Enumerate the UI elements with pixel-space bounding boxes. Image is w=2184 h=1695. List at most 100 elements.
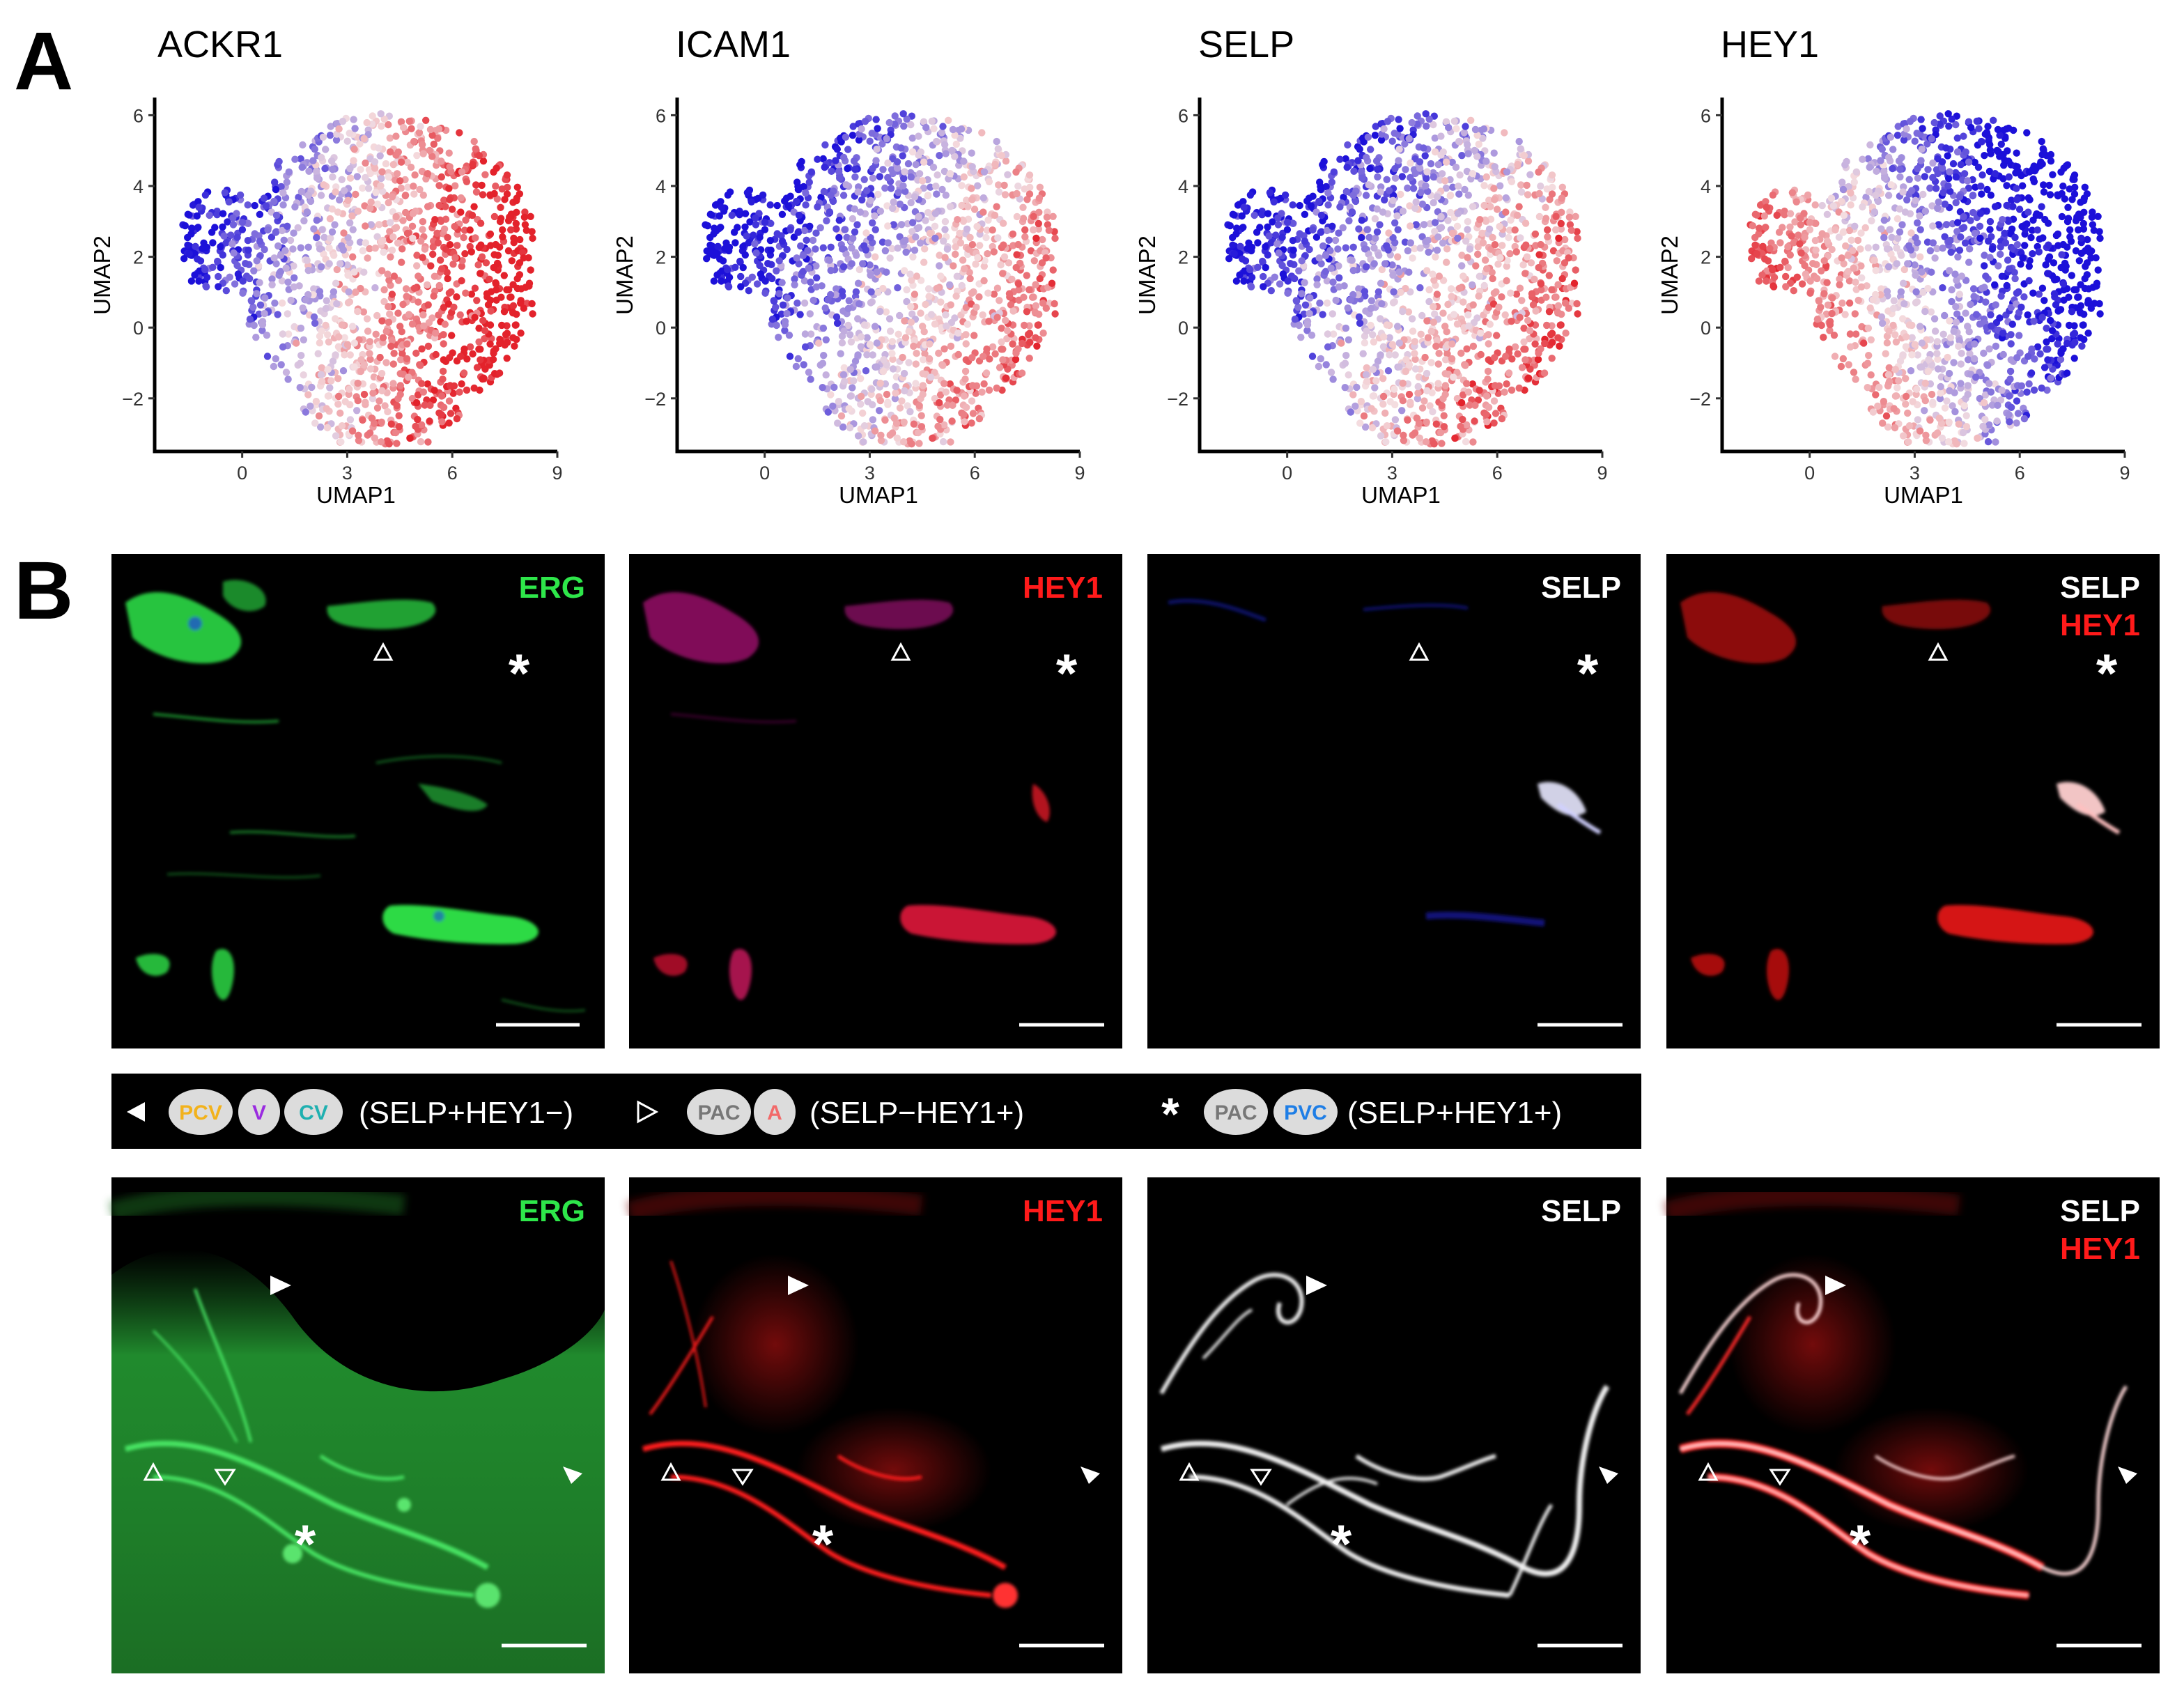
umap-point [371, 164, 379, 172]
umap-point [316, 245, 324, 253]
umap-point [927, 183, 934, 191]
umap-point [187, 277, 196, 285]
umap-point [999, 219, 1007, 227]
umap-point [1009, 307, 1017, 315]
umap-point [960, 410, 968, 419]
umap-point [2075, 226, 2082, 234]
umap-point [424, 203, 432, 210]
umap-points [1747, 110, 2104, 448]
umap-point [321, 164, 329, 173]
umap-point [1372, 377, 1380, 385]
umap-point [1023, 272, 1030, 279]
umap-point [334, 343, 343, 350]
umap-point [194, 224, 202, 231]
umap-point [513, 274, 521, 283]
umap-point [1342, 187, 1350, 196]
umap-point [2054, 340, 2061, 348]
umap-point [1301, 238, 1309, 245]
umap-point [187, 230, 195, 238]
umap-point [359, 184, 366, 192]
umap-point [1394, 226, 1402, 233]
umap-point [445, 289, 454, 297]
umap-point [978, 129, 986, 137]
umap-point [357, 284, 364, 293]
umap-point [893, 164, 901, 172]
umap-point [862, 367, 870, 375]
umap-point [244, 237, 252, 245]
umap-point [1284, 277, 1292, 285]
umap-point [1573, 300, 1581, 308]
umap-point [1434, 380, 1442, 387]
umap-point [1447, 208, 1455, 217]
umap-point [375, 221, 383, 229]
umap-point [1430, 173, 1437, 181]
umap-point [1039, 299, 1047, 307]
umap-point [509, 281, 517, 288]
umap-point [752, 249, 760, 257]
umap-point [1416, 245, 1424, 252]
umap-point [343, 261, 351, 269]
umap-point [889, 204, 897, 212]
umap-point [393, 402, 401, 410]
umap-point [380, 115, 388, 123]
umap-point [1361, 339, 1369, 347]
umap-point [1850, 178, 1858, 186]
umap-point [1517, 188, 1526, 196]
umap-point [428, 314, 436, 322]
umap-point [856, 208, 865, 216]
umap-point [470, 137, 478, 146]
umap-point [908, 148, 917, 156]
umap-point [1347, 296, 1354, 304]
umap-point [395, 423, 403, 431]
umap-point [837, 350, 844, 357]
umap-point [1308, 332, 1316, 339]
umap-point [883, 268, 890, 276]
umap-point [842, 133, 850, 141]
umap-title: ICAM1 [676, 24, 791, 65]
umap-point [350, 339, 358, 347]
umap-point [1377, 279, 1385, 287]
umap-point [908, 228, 916, 235]
umap-point [860, 176, 868, 183]
umap-point [1386, 351, 1393, 359]
umap-point [1852, 168, 1860, 176]
umap-point [385, 440, 393, 448]
umap-point [1462, 438, 1470, 446]
umap-point [350, 157, 357, 164]
umap-point [957, 134, 964, 142]
umap-point [458, 168, 466, 176]
umap-point [1962, 412, 1970, 419]
umap-point [984, 289, 992, 297]
umap-point [297, 187, 305, 196]
umap-point [323, 405, 330, 412]
umap-point [1414, 395, 1422, 403]
umap-point [1455, 183, 1462, 190]
umap-point [1974, 434, 1981, 442]
umap-point [927, 373, 935, 381]
umap-point [312, 398, 320, 405]
umap-point [1369, 366, 1377, 373]
umap-point [1332, 296, 1340, 304]
umap-point [253, 290, 261, 297]
umap-point [931, 222, 939, 230]
umap-point [274, 242, 282, 250]
umap-point [479, 191, 487, 199]
umap-point [415, 272, 422, 280]
umap-point [1391, 385, 1398, 393]
umap-point [827, 192, 835, 199]
umap-point [1239, 255, 1246, 263]
umap-point [899, 182, 907, 189]
umap-point [419, 388, 428, 396]
umap-point [431, 387, 438, 394]
umap-point [979, 194, 987, 202]
umap-point [1501, 129, 1508, 137]
umap-point [901, 187, 909, 195]
umap-point [812, 283, 821, 291]
umap-point [339, 118, 347, 125]
umap-point [912, 380, 920, 387]
umap-point [1469, 281, 1476, 289]
umap-point [866, 137, 874, 145]
umap-point [1413, 415, 1420, 422]
umap-point [986, 355, 993, 363]
umap-point [888, 338, 897, 346]
